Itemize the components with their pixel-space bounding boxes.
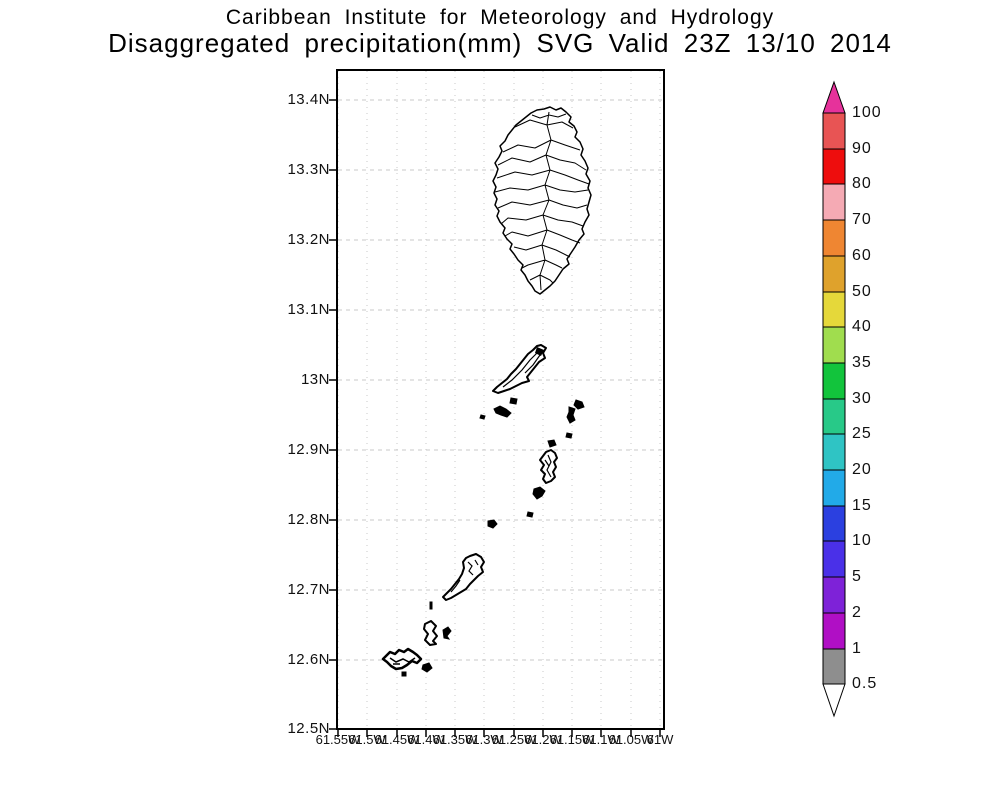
lat-label: 12.9N [287, 441, 330, 458]
y-axis-ticks [329, 99, 337, 730]
lat-label: 13N [300, 371, 330, 388]
colorbar-segment [822, 183, 846, 221]
lat-label: 12.5N [287, 720, 330, 737]
lat-label: 13.1N [287, 301, 330, 318]
colorbar-label: 0.5 [852, 675, 878, 692]
colorbar-label: 80 [852, 175, 872, 192]
lon-label: 61.1W [582, 732, 620, 747]
colorbar-segment [822, 219, 846, 257]
lat-label: 12.8N [287, 511, 330, 528]
colorbar-label: 2 [852, 604, 862, 621]
colorbar-arrow-bottom [822, 683, 846, 718]
lon-label: 61.05W [608, 732, 654, 747]
colorbar-segment [822, 505, 846, 542]
colorbar-label: 100 [852, 104, 882, 121]
lon-label: 61.3W [465, 732, 503, 747]
colorbar-segment [822, 540, 846, 578]
colorbar-label: 1 [852, 640, 862, 657]
lon-label: 61.2W [524, 732, 562, 747]
colorbar-label: 15 [852, 497, 872, 514]
islands-small-north-grenadines [479, 397, 585, 448]
lon-label: 61.15W [549, 732, 595, 747]
colorbar-segment [822, 148, 846, 185]
island-st-vincent [492, 106, 592, 295]
colorbar-segment [822, 398, 846, 435]
colorbar-segment [822, 112, 846, 150]
colorbar-label: 20 [852, 461, 872, 478]
island-mayreau [423, 620, 438, 646]
colorbar-segment [822, 291, 846, 328]
colorbar-label: 5 [852, 568, 862, 585]
island-bequia [492, 344, 547, 394]
colorbar-segment [822, 576, 846, 614]
colorbar-arrow-top [822, 80, 846, 114]
island-mustique [539, 449, 558, 484]
lon-label: 61.25W [491, 732, 537, 747]
islands-small-mid-grenadines [429, 486, 546, 610]
island-canouan [442, 553, 485, 601]
map-frame [336, 69, 665, 730]
lon-label: 61.55W [315, 732, 361, 747]
colorbar-segment [822, 362, 846, 400]
lon-label: 61.5W [348, 732, 386, 747]
colorbar-segment [822, 326, 846, 364]
lat-label: 13.2N [287, 231, 330, 248]
colorbar-segment [822, 469, 846, 507]
colorbar-segment [822, 433, 846, 471]
lat-label: 12.7N [287, 581, 330, 598]
lat-label: 12.6N [287, 651, 330, 668]
colorbar-label: 35 [852, 354, 872, 371]
page-subtitle: Disaggregated precipitation(mm) SVG Vali… [108, 28, 892, 58]
colorbar-segment [822, 648, 846, 685]
lon-label: 61.35W [432, 732, 478, 747]
islands-tobago-cays [442, 626, 452, 640]
lon-label: 61W [646, 732, 674, 747]
colorbar-label: 90 [852, 140, 872, 157]
colorbar [822, 80, 846, 718]
watershed-lines [494, 111, 590, 291]
island-union [381, 647, 423, 671]
colorbar-segment [822, 612, 846, 650]
colorbar-label: 10 [852, 532, 872, 549]
lon-label: 61.45W [374, 732, 420, 747]
colorbar-label: 40 [852, 318, 872, 335]
lon-label: 61.4W [407, 732, 445, 747]
islands-small-south-grenadines [401, 662, 433, 677]
colorbar-label: 25 [852, 425, 872, 442]
colorbar-segment [822, 255, 846, 293]
x-axis-ticks [337, 729, 661, 737]
colorbar-label: 50 [852, 283, 872, 300]
lat-label: 13.3N [287, 161, 330, 178]
page-title: Caribbean Institute for Meteorology and … [225, 6, 775, 29]
lat-label: 13.4N [287, 91, 330, 108]
colorbar-label: 30 [852, 390, 872, 407]
colorbar-label: 70 [852, 211, 872, 228]
colorbar-label: 60 [852, 247, 872, 264]
